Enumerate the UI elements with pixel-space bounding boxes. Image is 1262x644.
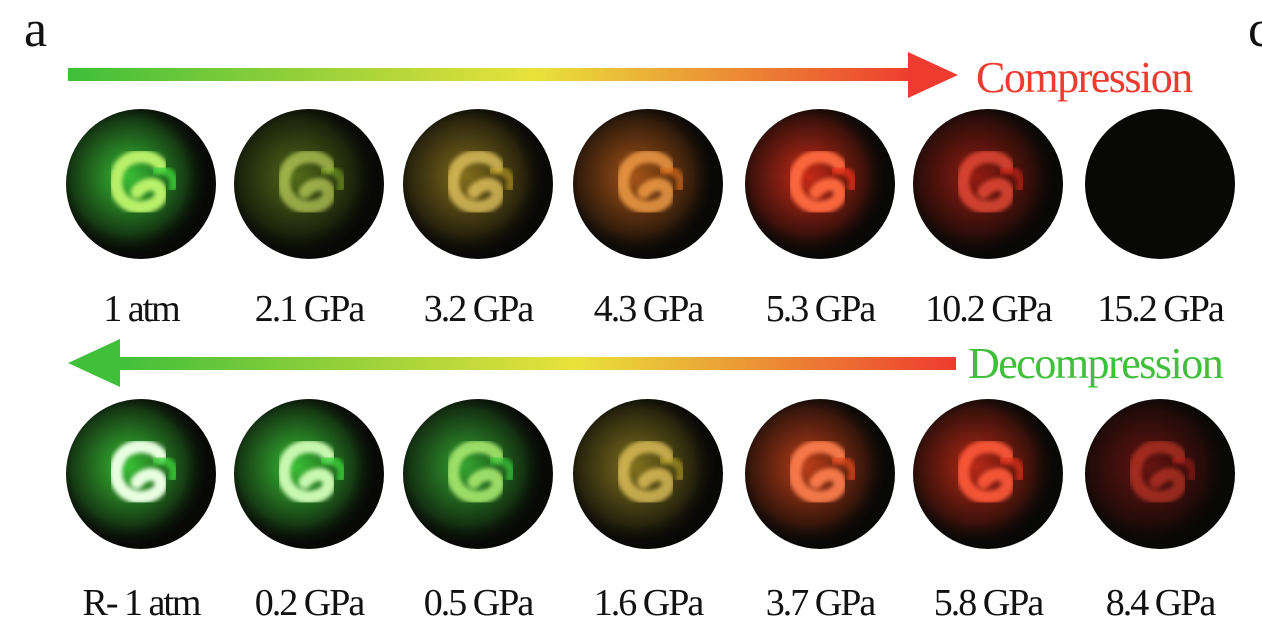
micrograph-compression-2: 2.1 GPa xyxy=(229,108,389,328)
micrograph-decompression-1: R- 1 atm xyxy=(61,398,221,622)
adjacent-panel-letter: c xyxy=(1248,1,1262,58)
decompression-arrow xyxy=(68,339,956,387)
pressure-label: R- 1 atm xyxy=(82,582,202,624)
micrograph-decompression-6: 5.8 GPa xyxy=(908,398,1068,622)
pressure-label: 3.2 GPa xyxy=(423,288,534,330)
micrograph-decompression-2: 0.2 GPa xyxy=(229,398,389,622)
luminescence-image xyxy=(234,399,384,549)
compression-label: Compression xyxy=(976,53,1193,102)
pressure-label: 5.3 GPa xyxy=(765,288,876,330)
luminescence-image xyxy=(66,399,216,549)
pressure-label: 10.2 GPa xyxy=(925,288,1052,330)
pressure-label: 2.1 GPa xyxy=(254,288,365,330)
micrograph-decompression-3: 0.5 GPa xyxy=(398,398,558,622)
panel-letter: a xyxy=(24,1,48,58)
micrograph-decompression-5: 3.7 GPa xyxy=(740,398,900,622)
luminescence-image xyxy=(573,399,723,549)
compression-row: 1 atm 2.1 GPa 3.2 GPa 4.3 GPa 5.3 GPa 10.2 GP… xyxy=(0,108,1262,348)
pressure-label: 1.6 GPa xyxy=(593,582,704,624)
luminescence-image xyxy=(1085,399,1235,549)
luminescence-image xyxy=(403,399,553,549)
decompression-row: R- 1 atm 0.2 GPa 0.5 GPa 1.6 GPa 3.7 GPa 5.8 … xyxy=(0,398,1262,644)
luminescence-image xyxy=(66,109,216,259)
compression-arrow xyxy=(68,52,958,98)
pressure-label: 5.8 GPa xyxy=(933,582,1044,624)
luminescence-image xyxy=(573,109,723,259)
pressure-label: 3.7 GPa xyxy=(765,582,876,624)
luminescence-image xyxy=(745,109,895,259)
pressure-label: 0.2 GPa xyxy=(254,582,365,624)
micrograph-compression-5: 5.3 GPa xyxy=(740,108,900,328)
pressure-label: 15.2 GPa xyxy=(1097,288,1224,330)
micrograph-compression-7: 15.2 GPa xyxy=(1080,108,1240,328)
luminescence-image xyxy=(913,109,1063,259)
micrograph-compression-4: 4.3 GPa xyxy=(568,108,728,328)
pressure-label: 4.3 GPa xyxy=(593,288,704,330)
luminescence-image xyxy=(234,109,384,259)
micrograph-compression-6: 10.2 GPa xyxy=(908,108,1068,328)
luminescence-image xyxy=(1085,109,1235,259)
pressure-label: 8.4 GPa xyxy=(1105,582,1216,624)
luminescence-image xyxy=(403,109,553,259)
pressure-label: 1 atm xyxy=(103,288,180,330)
luminescence-image xyxy=(745,399,895,549)
decompression-label: Decompression xyxy=(968,339,1224,388)
micrograph-compression-1: 1 atm xyxy=(61,108,221,328)
luminescence-image xyxy=(913,399,1063,549)
micrograph-decompression-7: 8.4 GPa xyxy=(1080,398,1240,622)
micrograph-decompression-4: 1.6 GPa xyxy=(568,398,728,622)
micrograph-compression-3: 3.2 GPa xyxy=(398,108,558,328)
pressure-label: 0.5 GPa xyxy=(423,582,534,624)
